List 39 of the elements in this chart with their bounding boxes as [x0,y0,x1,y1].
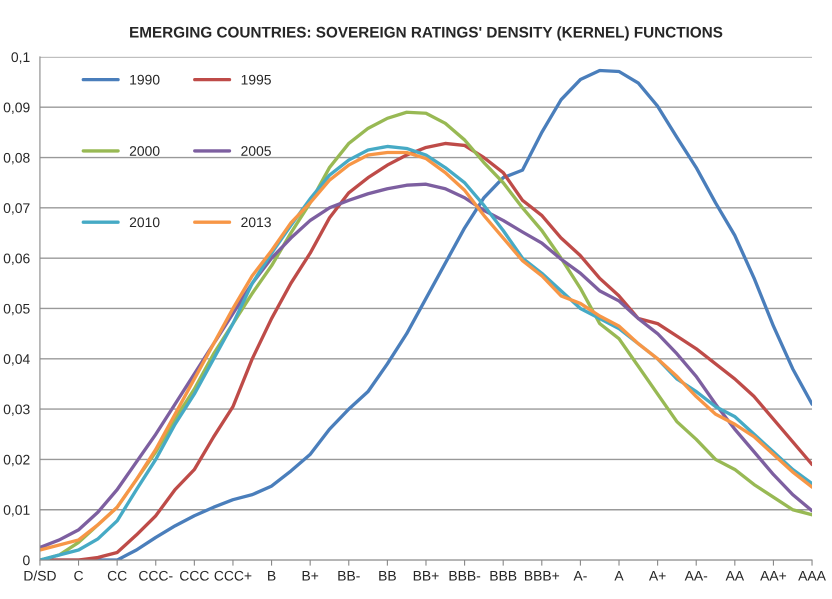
x-tick-label: AA [726,570,744,581]
y-tick-label: 0,03 [4,404,30,416]
x-tick-label: A- [573,570,587,581]
x-tick-label: CC [108,570,127,581]
x-tick-label: C [74,570,84,581]
x-tick-label: BB- [338,570,360,581]
y-tick-label: 0,1 [11,52,30,64]
y-tick-label: 0,06 [4,254,30,265]
x-tick-label: A+ [648,570,666,581]
legend-label: 2010 [130,217,160,228]
chart-title: EMERGING COUNTRIES: SOVEREIGN RATINGS' DENSITY (KERNEL) FUNCTIONS [130,26,722,41]
x-tick-label: AA- [684,570,708,581]
y-tick-label: 0,07 [4,203,30,215]
x-tick-label: CCC+ [214,570,252,581]
legend-label: 2005 [241,146,271,156]
y-tick-label: 0,09 [4,102,30,114]
y-tick-label: 0,01 [4,505,30,517]
x-tick-label: AA+ [760,570,786,581]
legend-label: 2013 [241,217,271,228]
x-tick-label: AAA [798,570,826,581]
y-tick-label: 0 [23,555,30,566]
legend-label: 2000 [130,146,160,156]
x-tick-label: D/SD [24,570,56,581]
y-tick-label: 0,08 [4,152,30,164]
legend-label: 1995 [242,74,271,85]
y-tick-label: 0,02 [4,454,30,466]
x-tick-label: BB+ [414,570,439,581]
x-tick-label: BBB+ [524,570,560,581]
x-tick-label: CCC [180,570,209,581]
x-tick-label: BBB- [450,570,480,581]
x-tick-label: BB [379,570,396,581]
x-tick-label: CCC- [139,570,172,581]
y-tick-label: 0,04 [4,354,30,366]
y-tick-label: 0,05 [4,304,30,316]
legend-label: 1990 [130,74,160,85]
x-tick-label: B [268,570,276,581]
x-tick-label: A [614,570,624,581]
x-tick-label: B+ [302,570,318,581]
x-tick-label: BBB [490,570,516,581]
